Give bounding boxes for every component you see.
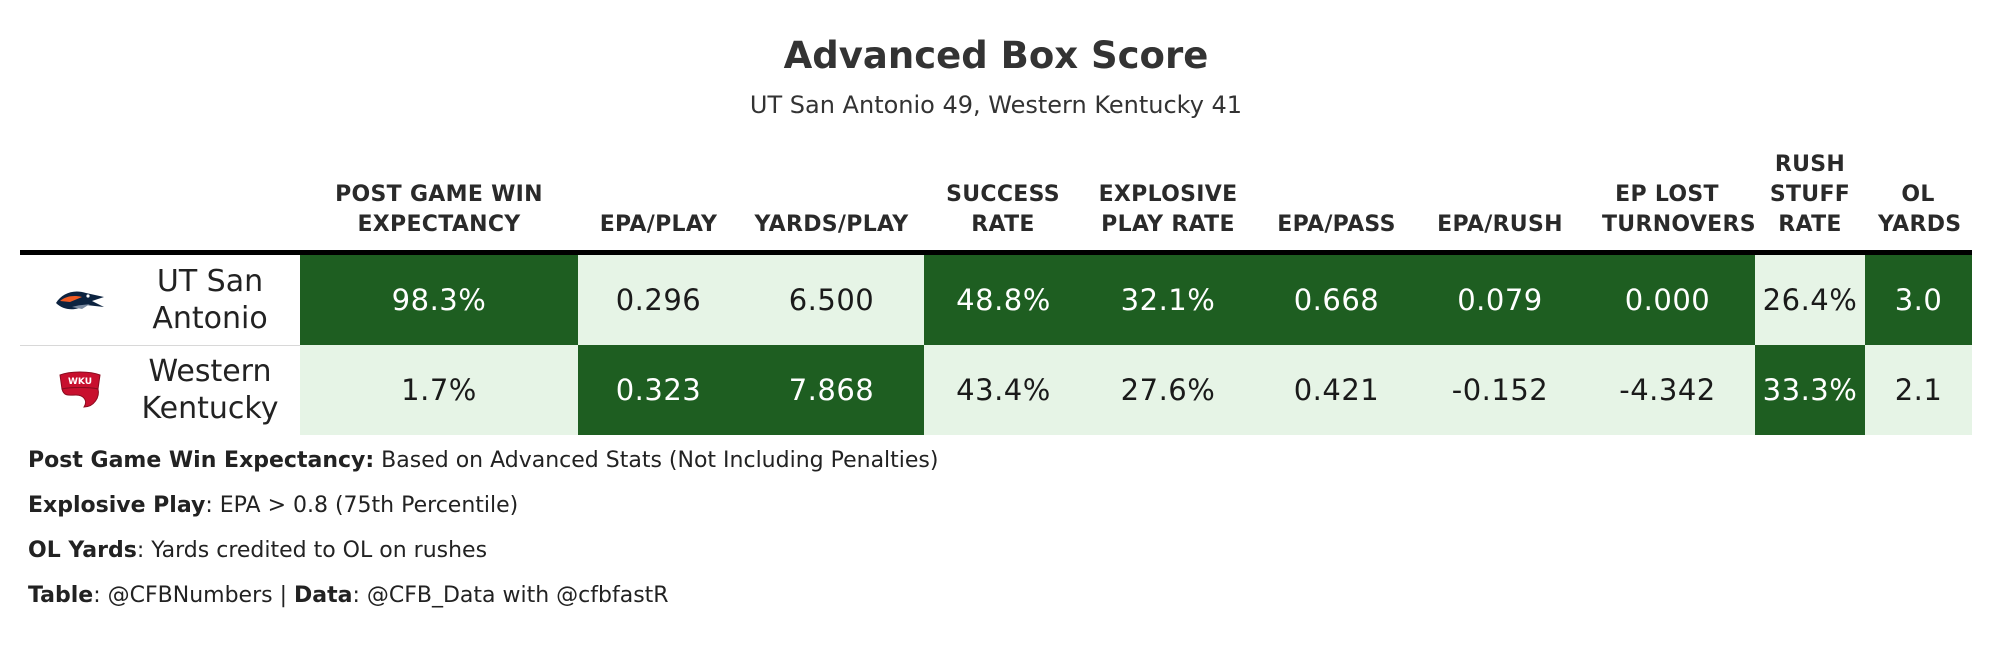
cell-epa_pass: 0.421 xyxy=(1253,345,1420,435)
footnote: Explosive Play: EPA > 0.8 (75th Percenti… xyxy=(28,491,938,536)
cell-wp: 1.7% xyxy=(300,345,578,435)
cell-yards_play: 7.868 xyxy=(739,345,924,435)
footnote: OL Yards: Yards credited to OL on rushes xyxy=(28,536,938,581)
footnote-label: Data xyxy=(293,583,353,608)
cell-ep_lost: -4.342 xyxy=(1580,345,1755,435)
cell-yards_play: 6.500 xyxy=(739,255,924,345)
footnote: Post Game Win Expectancy: Based on Advan… xyxy=(28,446,938,491)
wku-towel-logo-icon: WKU xyxy=(40,345,120,435)
cell-ol_yards: 2.1 xyxy=(1865,345,1972,435)
table-row: WKU Western Kentucky 1.7% 0.323 7.868 43.4% 27… xyxy=(20,345,1972,435)
footnote-label: OL Yards xyxy=(28,538,137,563)
table-subtitle: UT San Antonio 49, Western Kentucky 41 xyxy=(749,91,1243,119)
header-rule xyxy=(20,250,1972,255)
footnotes: Post Game Win Expectancy: Based on Advan… xyxy=(28,446,938,626)
cell-stuff: 33.3% xyxy=(1755,345,1865,435)
header-ol_yards: OL YARDS xyxy=(1878,182,1962,237)
cell-explosive: 32.1% xyxy=(1083,255,1253,345)
cell-stuff: 26.4% xyxy=(1755,255,1865,345)
utsa-roadrunner-logo-icon xyxy=(40,255,120,345)
cell-epa_pass: 0.668 xyxy=(1253,255,1420,345)
header-epa_pass: EPA/PASS xyxy=(1277,212,1396,237)
header-success: SUCCESS RATE xyxy=(946,182,1060,237)
cell-success: 48.8% xyxy=(924,255,1083,345)
footnote-label: Post Game Win Expectancy: xyxy=(28,448,375,473)
svg-text:WKU: WKU xyxy=(68,377,92,387)
cell-epa_rush: 0.079 xyxy=(1420,255,1580,345)
header-wp: POST GAME WIN EXPECTANCY xyxy=(335,182,543,237)
footnote-text: : @CFB_Data with @cfbfastR xyxy=(352,583,669,608)
footnote-text: : Yards credited to OL on rushes xyxy=(136,538,488,563)
row-divider xyxy=(20,345,300,346)
cell-ol_yards: 3.0 xyxy=(1865,255,1972,345)
footnote: Table: @CFBNumbers | Data: @CFB_Data wit… xyxy=(28,581,938,626)
cell-success: 43.4% xyxy=(924,345,1083,435)
cell-explosive: 27.6% xyxy=(1083,345,1253,435)
footnote-text: : EPA > 0.8 (75th Percentile) xyxy=(205,493,519,518)
header-yards_play: YARDS/PLAY xyxy=(754,212,909,237)
cell-epa_play: 0.323 xyxy=(578,345,739,435)
team-name: Western Kentucky xyxy=(141,354,279,426)
cell-wp: 98.3% xyxy=(300,255,578,345)
footnote-text: Based on Advanced Stats (Not Including P… xyxy=(374,448,939,473)
footnote-label: Table xyxy=(28,583,94,608)
cell-epa_play: 0.296 xyxy=(578,255,739,345)
cell-epa_rush: -0.152 xyxy=(1420,345,1580,435)
header-epa_rush: EPA/RUSH xyxy=(1437,212,1563,237)
table-row: UT San Antonio 98.3% 0.296 6.500 48.8% 32.1% 0… xyxy=(20,255,1972,345)
header-stuff: RUSH STUFF RATE xyxy=(1769,152,1851,237)
cell-ep_lost: 0.000 xyxy=(1580,255,1755,345)
header-ep_lost: EP LOST TURNOVERS xyxy=(1602,182,1756,237)
table-title: Advanced Box Score xyxy=(783,34,1209,77)
footnote-label: Explosive Play xyxy=(28,493,206,518)
column-headers: POST GAME WIN EXPECTANCY EPA/PLAY YARDS/PL… xyxy=(20,140,1972,250)
team-name: UT San Antonio xyxy=(152,264,268,336)
footnote-text: : @CFBNumbers | xyxy=(93,583,294,608)
header-explosive: EXPLOSIVE PLAY RATE xyxy=(1098,182,1238,237)
header-epa_play: EPA/PLAY xyxy=(599,212,718,237)
